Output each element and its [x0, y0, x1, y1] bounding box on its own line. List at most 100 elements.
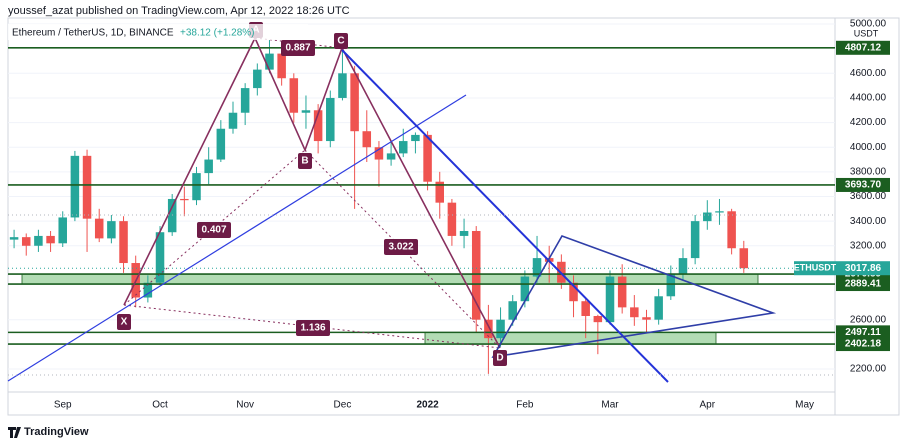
x-tick-label: May: [795, 400, 814, 411]
zone: [424, 331, 717, 345]
y-tick-label: 3200.00: [850, 240, 887, 251]
candle-body: [301, 110, 311, 113]
y-tick-label: 4200.00: [850, 117, 887, 128]
footer-brand: TradingView: [24, 426, 89, 438]
candle-body: [666, 274, 676, 297]
change: +38.12 (+1.28%): [180, 28, 255, 39]
candle-body: [642, 317, 651, 320]
candle-body: [471, 230, 481, 320]
y-tick-label: 3400.00: [850, 216, 887, 227]
candle-body: [447, 202, 457, 236]
candle-body: [727, 211, 736, 249]
candle-body: [34, 235, 43, 246]
legend-bg: [8, 24, 308, 40]
pattern-ratio-label: 1.136: [300, 323, 325, 334]
x-tick-label: Sep: [54, 400, 72, 411]
candle-body: [374, 147, 384, 160]
candle-body: [94, 218, 104, 239]
pattern-point-label: B: [301, 156, 308, 167]
symbol-line: Ethereum / TetherUS, 1D, BINANCE: [12, 28, 174, 39]
candle-body: [228, 112, 238, 129]
pattern-ratio-bg: [296, 320, 330, 336]
pattern-ratio-label: 0.887: [285, 43, 310, 54]
candle-body: [496, 319, 505, 339]
pattern-ratio-label: 0.407: [201, 225, 226, 236]
level-label-bg: [836, 40, 890, 55]
y-tick-label: 4000.00: [850, 142, 887, 153]
candle-body: [204, 159, 213, 174]
candle-body: [581, 301, 590, 316]
candle-body: [484, 319, 493, 339]
candle-body: [326, 97, 335, 142]
candle-body: [192, 173, 201, 201]
y-tick-label: 4400.00: [850, 93, 887, 104]
candle-body: [107, 221, 116, 239]
candle-body: [593, 315, 603, 323]
triangle: [491, 235, 777, 359]
candle-body: [277, 53, 286, 79]
candle-body: [82, 155, 92, 219]
candle-body: [703, 212, 712, 222]
x-tick-label: Apr: [700, 400, 716, 411]
xd-dotted: [123, 304, 501, 349]
pattern-point-bg: [117, 314, 131, 330]
candle-body: [715, 211, 724, 213]
pattern-point-label: X: [121, 317, 128, 328]
y-tick-label: 5000.00: [850, 19, 887, 30]
candle-body: [459, 230, 469, 236]
candle-body: [119, 221, 128, 264]
candle-body: [58, 217, 67, 244]
x-tick-label: Nov: [236, 400, 254, 411]
pattern-point-label: C: [337, 36, 344, 47]
candle-body: [313, 110, 323, 142]
currency: USDT: [854, 28, 879, 38]
level-label: 2889.41: [845, 279, 882, 290]
x-tick-label: 2022: [416, 400, 439, 411]
y-tick-label: 3600.00: [850, 191, 887, 202]
pattern-point-bg: [298, 153, 312, 169]
candle-body: [690, 221, 700, 259]
level-label-bg: [836, 325, 890, 340]
candle-body: [435, 181, 444, 203]
candle-body: [21, 237, 31, 246]
candle-body: [289, 78, 299, 113]
x-tick-label: Feb: [516, 400, 534, 411]
candle-body: [508, 301, 517, 320]
candle-body: [423, 134, 432, 182]
candle-body: [180, 198, 189, 201]
candle-body: [155, 232, 165, 283]
logo: [8, 427, 21, 438]
pattern-ratio-bg: [384, 239, 418, 255]
y-tick-label: 2200.00: [850, 364, 887, 375]
candle-body: [350, 73, 359, 132]
pattern-point-bg: [493, 350, 507, 366]
level-label: 2402.18: [845, 339, 882, 350]
x-tick-label: Mar: [601, 400, 619, 411]
chart-frame: [7, 17, 900, 416]
y-tick-label: 3800.00: [850, 167, 887, 178]
candle-body: [411, 134, 420, 142]
candle-body: [654, 296, 663, 320]
last-price-label: 3017.86: [845, 263, 882, 274]
level-label-bg: [836, 277, 890, 292]
candle-body: [520, 276, 530, 302]
publisher-line: youssef_azat published on TradingView.co…: [8, 5, 350, 17]
candle-body: [70, 155, 80, 218]
y-tick-label: 4600.00: [850, 68, 887, 79]
candle-body: [216, 128, 226, 160]
candle-body: [739, 248, 749, 269]
candle-body: [678, 258, 688, 275]
level-label: 2497.11: [845, 327, 881, 338]
trendline: [341, 49, 669, 383]
pattern-ratio-label: 3.022: [388, 242, 413, 253]
candle-body: [617, 276, 627, 308]
candle-body: [605, 276, 615, 323]
candle-body: [399, 141, 408, 154]
level-label: 3693.70: [845, 180, 882, 191]
x-tick-label: Dec: [334, 400, 352, 411]
trendline: [7, 94, 467, 382]
level-label-bg: [836, 177, 890, 192]
candle-body: [240, 88, 250, 113]
level-label: 4807.12: [845, 42, 882, 53]
